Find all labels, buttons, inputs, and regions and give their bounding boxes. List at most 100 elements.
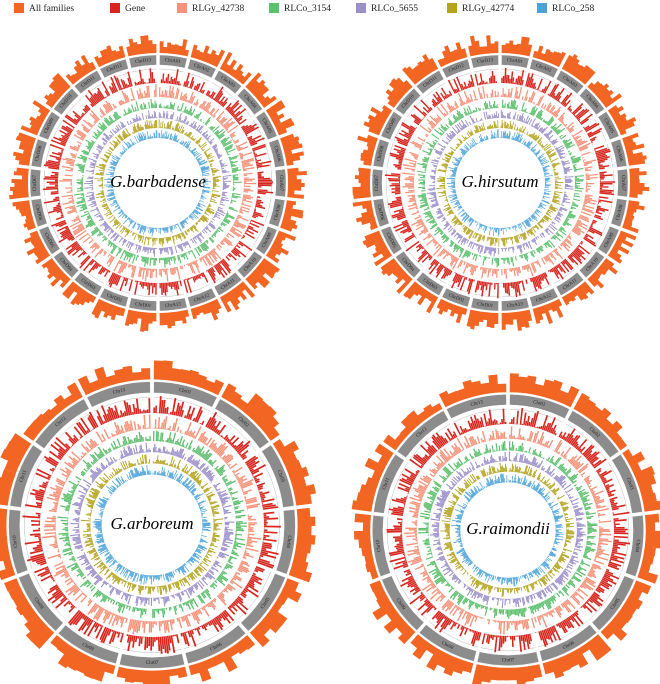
- histogram-track: [66, 555, 96, 592]
- histogram-track: [500, 110, 517, 120]
- histogram-track: [152, 443, 187, 461]
- chromosome-sector: [53, 250, 79, 279]
- chromosome-label: ChrA07: [278, 175, 283, 192]
- histogram-track: [123, 217, 137, 229]
- histogram-track: [561, 559, 591, 596]
- histogram-track: [238, 194, 254, 214]
- chromosome-sector: [29, 168, 41, 198]
- histogram-track: [126, 634, 180, 654]
- all-families-track: [380, 258, 413, 294]
- all-families-track: [436, 298, 468, 324]
- histogram-track: [417, 156, 430, 174]
- histogram-track: [478, 133, 489, 143]
- histogram-track: [85, 157, 97, 175]
- all-families-track: [385, 77, 413, 108]
- histogram-track: [137, 266, 157, 282]
- chromosome-label: ChrD12: [106, 63, 123, 74]
- histogram-track: [76, 551, 104, 586]
- histogram-track: [583, 475, 610, 518]
- histogram-track: [188, 120, 204, 134]
- histogram-track: [64, 104, 91, 126]
- histogram-track: [215, 232, 235, 251]
- scale-arc: [252, 119, 265, 142]
- histogram-track: [75, 154, 88, 174]
- scale-arc: [509, 408, 563, 423]
- scale-arc: [159, 293, 184, 298]
- chromosome-sector: [529, 287, 559, 308]
- histogram-track: [240, 123, 265, 147]
- histogram-track: [477, 223, 489, 233]
- histogram-track: [67, 609, 124, 645]
- histogram-track: [544, 177, 552, 189]
- histogram-track: [434, 143, 446, 160]
- scale-arc: [159, 68, 184, 73]
- chromosome-sector: [128, 54, 157, 69]
- histogram-track: [394, 122, 417, 147]
- scale-arc: [106, 72, 130, 82]
- histogram-track: [431, 87, 453, 108]
- histogram-track: [188, 209, 202, 221]
- histogram-track: [522, 574, 551, 593]
- histogram-track: [500, 246, 515, 253]
- histogram-track: [74, 193, 88, 212]
- chromosome-sector: [372, 138, 390, 168]
- chromosome-sector: [625, 515, 644, 577]
- histogram-track: [472, 232, 487, 243]
- all-families-track: [221, 383, 280, 441]
- histogram-track: [508, 441, 545, 460]
- histogram-track: [516, 112, 533, 126]
- scale-arc: [501, 68, 526, 73]
- chromosome-label: Chr04: [633, 539, 640, 553]
- histogram-track: [518, 102, 538, 117]
- histogram-track: [197, 431, 238, 470]
- histogram-track: [175, 473, 197, 496]
- all-families-track: [116, 666, 188, 684]
- histogram-track: [92, 518, 105, 544]
- histogram-track: [567, 103, 593, 126]
- histogram-track: [34, 566, 77, 613]
- all-families-track: [265, 230, 297, 264]
- histogram-track: [483, 111, 500, 120]
- histogram-track: [229, 214, 249, 238]
- all-families-track: [23, 382, 83, 441]
- histogram-track: [61, 194, 78, 215]
- histogram-track: [231, 466, 261, 512]
- histogram-track: [127, 618, 175, 635]
- histogram-track: [519, 249, 536, 262]
- histogram-track: [227, 565, 265, 615]
- histogram-track: [158, 236, 172, 247]
- histogram-track: [203, 486, 220, 517]
- histogram-track: [540, 547, 557, 570]
- histogram-track: [89, 457, 118, 483]
- histogram-track: [450, 272, 475, 295]
- chromosome-sector: [213, 271, 242, 296]
- histogram-track: [443, 220, 457, 236]
- histogram-track: [430, 489, 451, 521]
- histogram-track: [60, 475, 83, 514]
- scale-arc: [386, 198, 394, 223]
- chromosome-sector: [99, 58, 129, 79]
- histogram-track: [113, 259, 137, 279]
- chromosome-label: Chr08: [440, 641, 454, 651]
- histogram-track: [76, 174, 84, 192]
- scale-arc: [425, 82, 446, 97]
- scale-arc: [93, 397, 151, 412]
- histogram-track: [179, 259, 201, 275]
- histogram-track: [442, 203, 455, 217]
- histogram-track: [436, 176, 446, 190]
- legend-swatch: [14, 3, 24, 13]
- all-families-track: [12, 200, 36, 231]
- chromosome-sector: [214, 398, 270, 449]
- scale-arc: [395, 574, 427, 620]
- histogram-track: [540, 465, 572, 491]
- histogram-track: [543, 220, 558, 236]
- histogram-track: [70, 517, 84, 551]
- all-families-track: [77, 365, 151, 396]
- circos-plot: Chr01Chr02Chr03Chr04Chr05Chr06Chr07Chr08…: [351, 373, 660, 684]
- all-families-track: [159, 39, 189, 57]
- scale-arc: [25, 453, 47, 509]
- histogram-track: [453, 408, 507, 436]
- scale-arc: [554, 82, 575, 97]
- histogram-track: [257, 511, 281, 569]
- histogram-track: [579, 568, 620, 613]
